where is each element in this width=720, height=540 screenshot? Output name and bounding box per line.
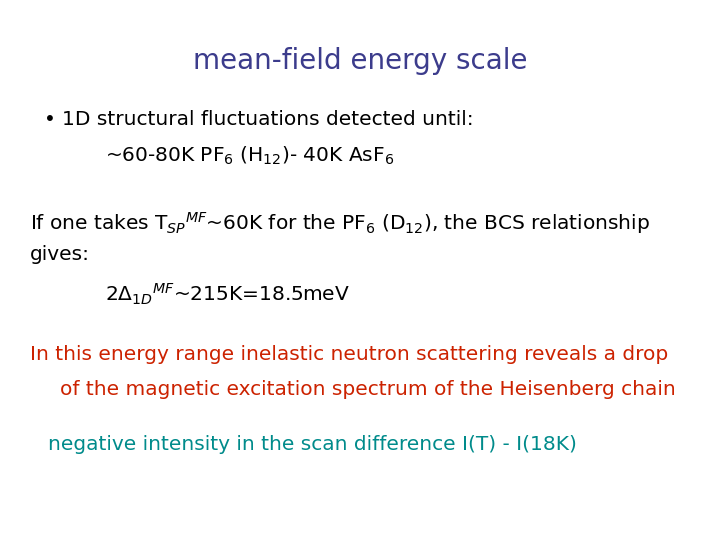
Text: In this energy range inelastic neutron scattering reveals a drop: In this energy range inelastic neutron s… <box>30 345 668 364</box>
Text: ~60-80K PF$_{6}$ (H$_{12}$)- 40K AsF$_{6}$: ~60-80K PF$_{6}$ (H$_{12}$)- 40K AsF$_{6… <box>105 145 395 167</box>
Text: negative intensity in the scan difference I(T) - I(18K): negative intensity in the scan differenc… <box>48 435 577 454</box>
Text: If one takes T$_{SP}$$^{MF}$~60K for the PF$_{6}$ (D$_{12}$), the BCS relationsh: If one takes T$_{SP}$$^{MF}$~60K for the… <box>30 210 650 236</box>
Text: •: • <box>44 110 56 129</box>
Text: mean-field energy scale: mean-field energy scale <box>193 47 527 75</box>
Text: gives:: gives: <box>30 245 90 264</box>
Text: of the magnetic excitation spectrum of the Heisenberg chain: of the magnetic excitation spectrum of t… <box>60 380 676 399</box>
Text: 2$\Delta_{1D}$$^{MF}$~215K=18.5meV: 2$\Delta_{1D}$$^{MF}$~215K=18.5meV <box>105 282 350 307</box>
Text: 1D structural fluctuations detected until:: 1D structural fluctuations detected unti… <box>62 110 474 129</box>
